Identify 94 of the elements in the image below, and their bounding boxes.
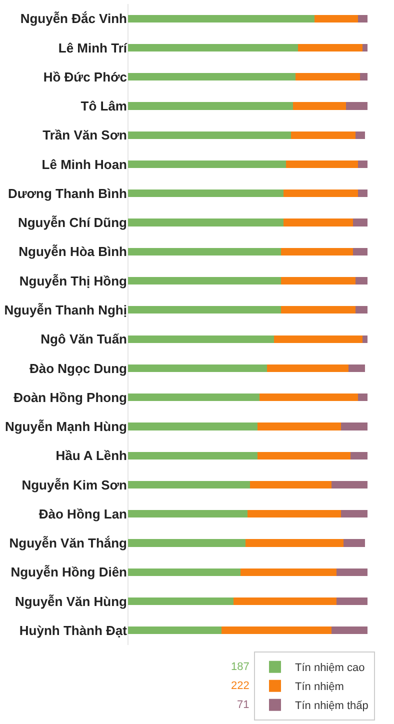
- bar: [257, 422, 342, 430]
- y-tick-label: Nguyễn Thanh Nghị: [4, 302, 127, 318]
- text: 222: [231, 680, 250, 692]
- bar: [128, 306, 282, 314]
- bar: [128, 335, 274, 343]
- bar: [266, 364, 348, 372]
- bar: [245, 539, 344, 547]
- bar: [336, 598, 368, 606]
- bar: [128, 539, 246, 547]
- y-tick-label: Lê Minh Trí: [58, 40, 128, 56]
- bar: [358, 160, 368, 168]
- bar: [290, 131, 356, 139]
- bar: [128, 14, 315, 22]
- bar: [343, 539, 366, 547]
- legend-label: Tín nhiệm: [295, 681, 344, 694]
- bar: [128, 248, 282, 256]
- bar: [260, 394, 358, 402]
- bar: [286, 160, 358, 168]
- bar: [128, 102, 294, 110]
- y-tick-label: Đào Hồng Lan: [38, 506, 128, 522]
- bar: [128, 44, 298, 52]
- y-tick-label: Nguyễn Văn Hùng: [15, 594, 128, 609]
- y-tick-label: Tô Lâm: [80, 98, 127, 114]
- bar: [358, 190, 368, 198]
- y-tick-label: Dương Thanh Bình: [8, 186, 128, 201]
- bar: [341, 422, 368, 430]
- bar: [128, 568, 241, 576]
- text: 187: [231, 661, 250, 673]
- bar: [248, 510, 342, 518]
- bar: [355, 306, 368, 314]
- bar: [128, 160, 286, 168]
- bar: [348, 364, 366, 372]
- bar: [296, 73, 360, 81]
- bar: [128, 190, 284, 198]
- bar: [362, 335, 368, 343]
- bar: [128, 626, 222, 634]
- bar: [128, 598, 234, 606]
- y-tick-label: Hầu A Lềnh: [56, 448, 128, 464]
- bar: [240, 568, 336, 576]
- y-tick-label: Nguyễn Văn Thắng: [9, 536, 128, 551]
- bar: [353, 248, 368, 256]
- y-tick-label: Đào Ngọc Dung: [30, 360, 128, 376]
- y-tick-label: Trần Văn Sơn: [42, 128, 128, 143]
- bar: [358, 14, 368, 22]
- bar: [362, 44, 368, 52]
- bar: [250, 480, 332, 489]
- bar: [128, 218, 284, 226]
- y-tick-label: Nguyễn Mạnh Hùng: [4, 419, 128, 434]
- bar: [221, 626, 332, 634]
- y-tick-label: Hồ Đức Phớc: [43, 69, 127, 84]
- bar: [233, 598, 336, 606]
- legend-label: Tín nhiệm thấp: [295, 700, 368, 712]
- bar: [281, 277, 356, 285]
- y-tick-label: Nguyễn Đắc Vinh: [20, 11, 128, 26]
- bar: [128, 422, 258, 430]
- bar: [284, 218, 354, 226]
- bar: [314, 14, 358, 22]
- y-tick-label: Nguyễn Hồng Diên: [10, 564, 128, 580]
- y-tick-label: Lê Minh Hoan: [42, 156, 128, 172]
- bar: [346, 102, 368, 110]
- bar: [128, 131, 291, 139]
- text: 71: [237, 699, 250, 711]
- bar: [355, 277, 368, 285]
- bar: [341, 510, 368, 518]
- bar: [360, 73, 368, 81]
- bar: [128, 452, 258, 460]
- y-tick-label: Nguyễn Kim Sơn: [22, 477, 128, 492]
- bar: [274, 335, 363, 343]
- bar: [128, 277, 282, 285]
- y-tick-label: Nguyễn Chí Dũng: [18, 215, 128, 230]
- bar: [284, 190, 358, 198]
- bar: [281, 248, 354, 256]
- bar: [331, 626, 368, 634]
- y-tick-label: Nguyễn Hòa Bình: [18, 244, 128, 260]
- y-tick-label: Đoàn Hồng Phong: [14, 390, 128, 405]
- y-tick-label: Huỳnh Thành Đạt: [19, 622, 128, 638]
- bar: [355, 131, 366, 139]
- bar: [331, 480, 368, 489]
- y-tick-label: Ngô Văn Tuấn: [40, 332, 128, 347]
- bar: [128, 73, 296, 81]
- legend-label: Tín nhiệm cao: [295, 662, 365, 674]
- y-tick-label: Nguyễn Thị Hồng: [19, 273, 128, 288]
- bar: [257, 452, 351, 460]
- bar: [298, 44, 363, 52]
- bar: [336, 568, 368, 576]
- bar: [358, 394, 368, 402]
- bar: [293, 102, 346, 110]
- bar: [128, 364, 267, 372]
- bar: [128, 510, 248, 518]
- bar: [128, 480, 250, 489]
- bar: [350, 452, 368, 460]
- bar: [128, 394, 260, 402]
- bar: [353, 218, 368, 226]
- bar: [281, 306, 356, 314]
